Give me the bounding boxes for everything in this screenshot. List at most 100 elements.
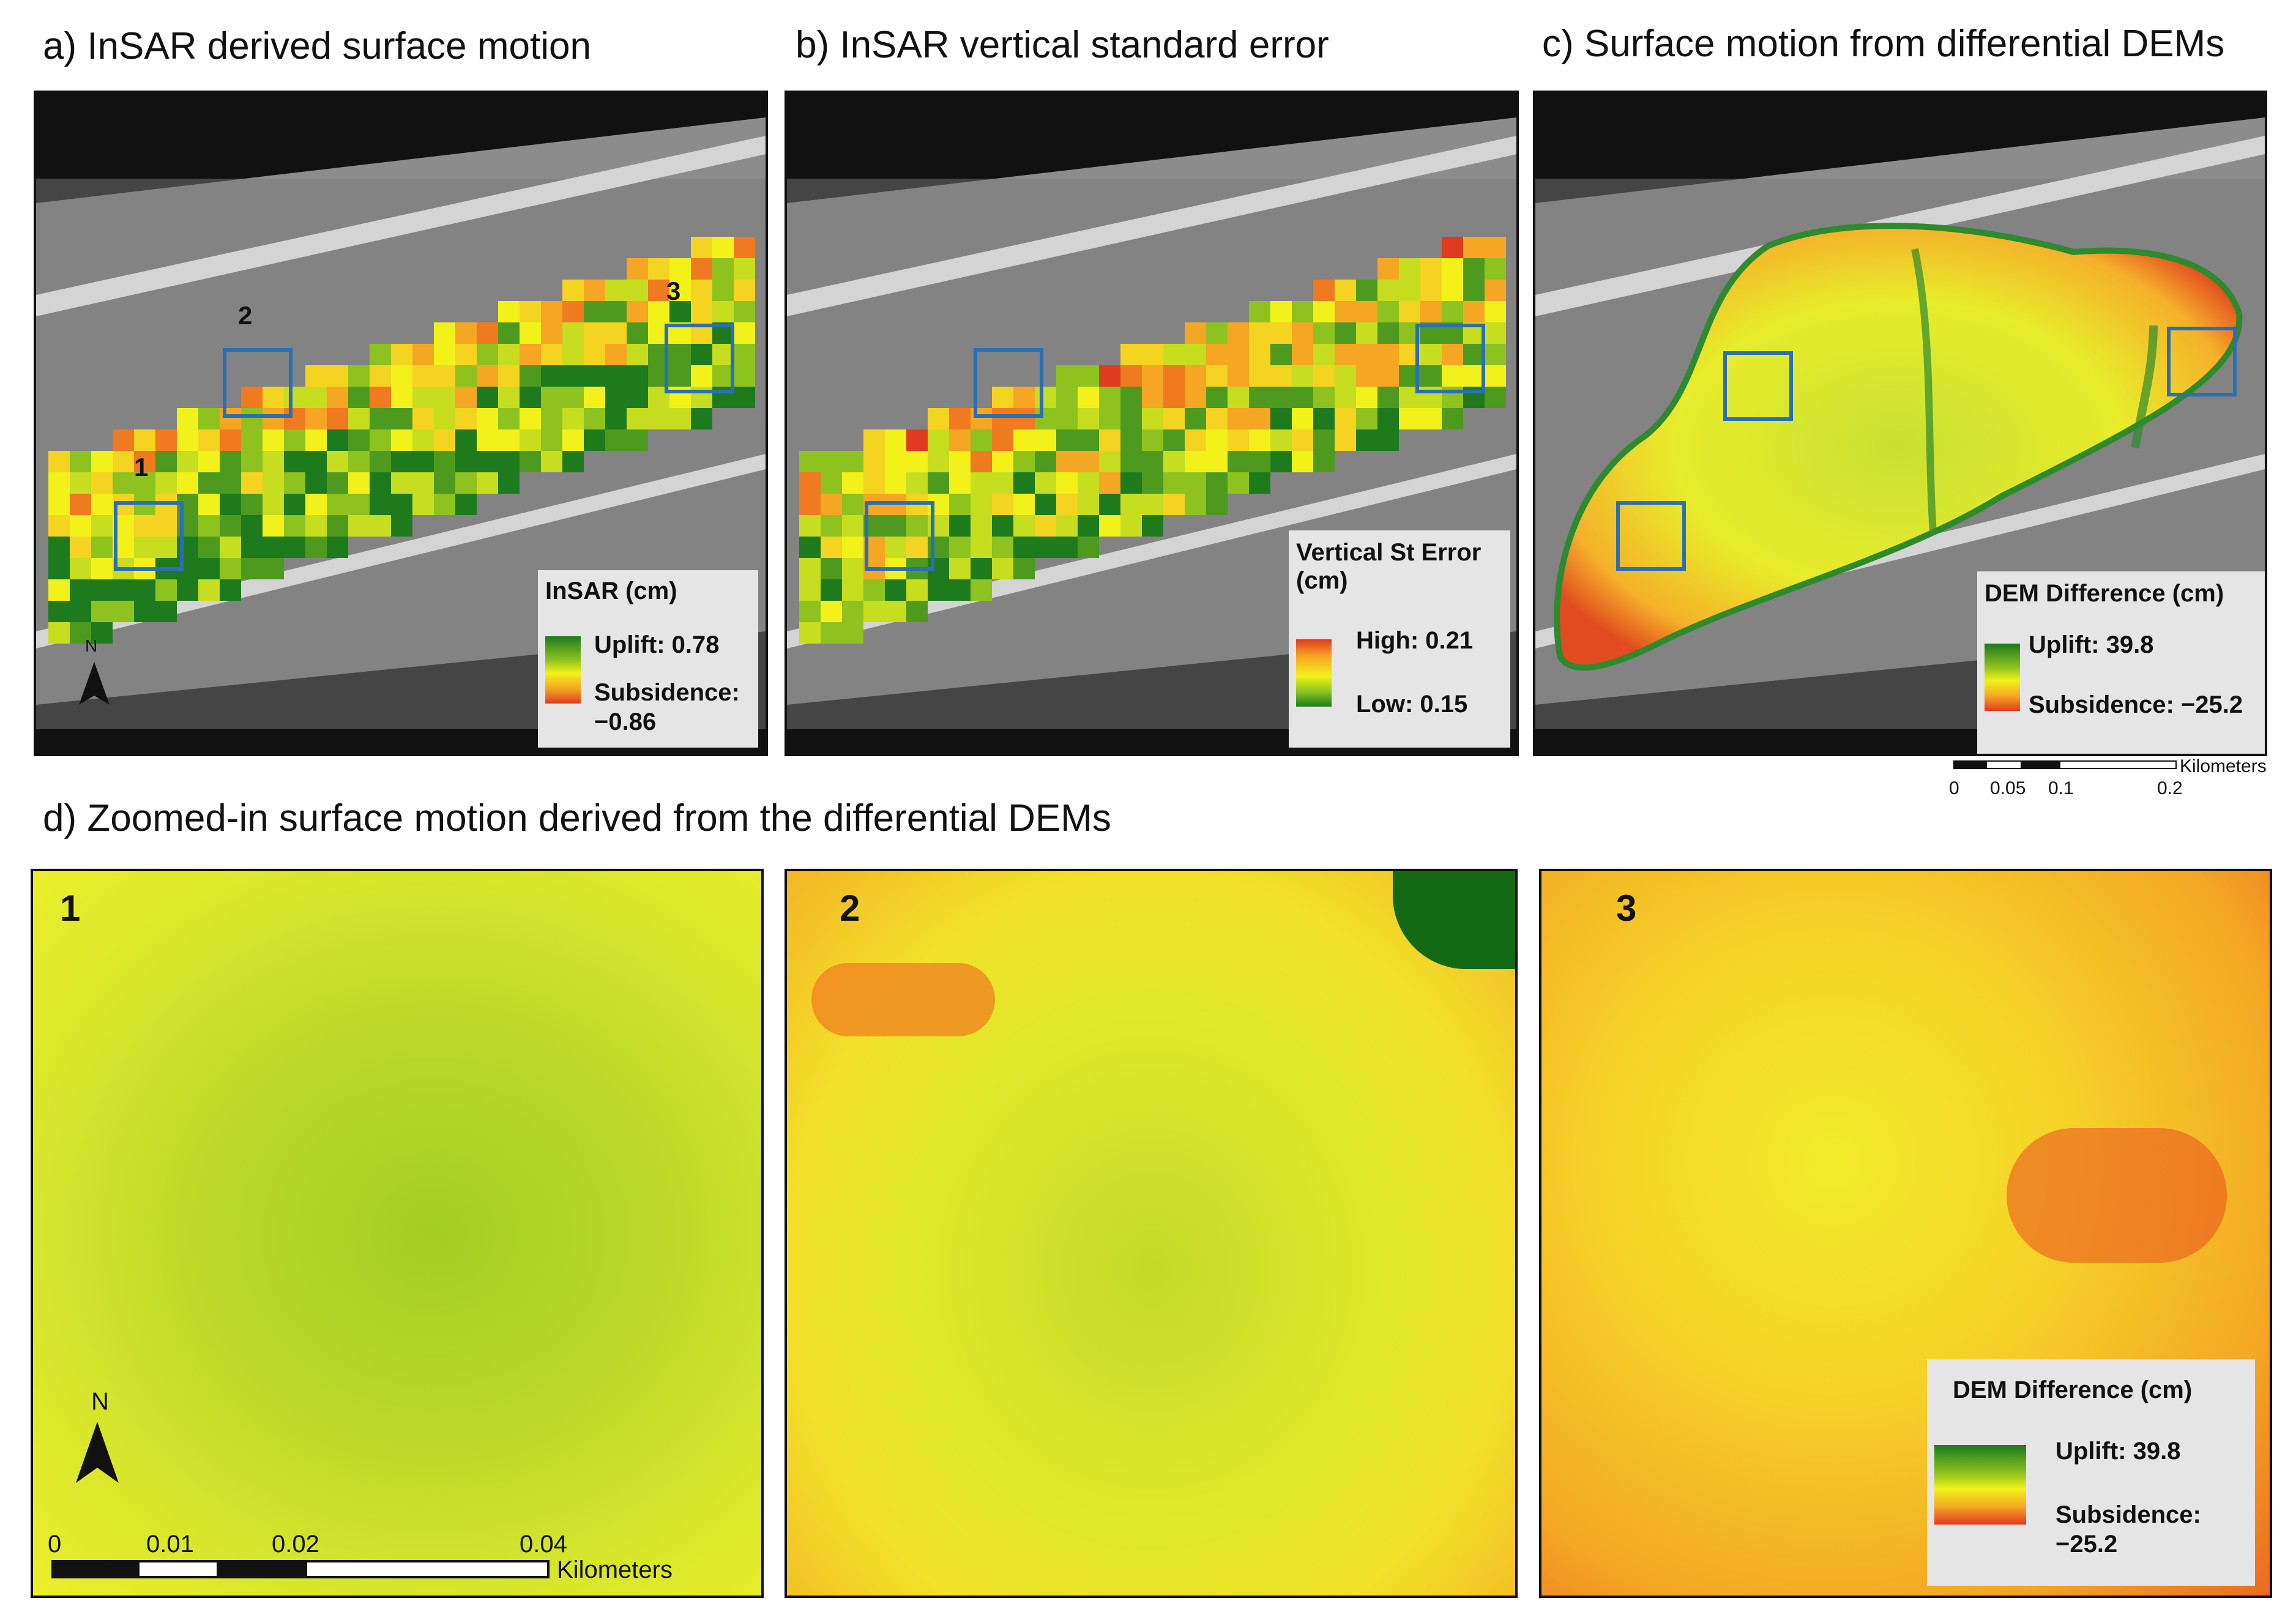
raster-cell bbox=[949, 537, 971, 558]
raster-cell bbox=[799, 494, 821, 515]
raster-cell bbox=[562, 322, 584, 344]
raster-cell bbox=[48, 515, 70, 537]
raster-cell bbox=[1056, 537, 1078, 558]
raster-cell bbox=[348, 472, 370, 494]
raster-cell bbox=[691, 301, 712, 322]
panel-a-map: 2 3 1 N InSAR (cm) Uplift: 0.78 Subsiden… bbox=[34, 91, 768, 756]
raster-cell bbox=[70, 515, 91, 537]
legend-color-ramp bbox=[1985, 644, 2020, 711]
raster-cell bbox=[220, 472, 241, 494]
raster-cell bbox=[1442, 280, 1463, 301]
raster-cell bbox=[541, 451, 562, 472]
raster-cell bbox=[584, 280, 605, 301]
raster-cell bbox=[91, 579, 113, 601]
raster-cell bbox=[842, 537, 863, 558]
raster-cell bbox=[605, 322, 627, 344]
raster-cell bbox=[520, 322, 541, 344]
raster-cell bbox=[412, 472, 434, 494]
raster-cell bbox=[241, 429, 263, 451]
raster-cell bbox=[949, 472, 971, 494]
raster-cell bbox=[498, 451, 520, 472]
raster-cell bbox=[70, 579, 91, 601]
raster-cell bbox=[799, 601, 821, 622]
raster-cell bbox=[992, 408, 1013, 429]
raster-cell bbox=[1120, 429, 1142, 451]
raster-cell bbox=[541, 322, 562, 344]
raster-cell bbox=[605, 408, 627, 429]
raster-cell bbox=[263, 515, 284, 537]
raster-cell bbox=[520, 408, 541, 429]
raster-cell bbox=[455, 387, 477, 408]
panel-c-title: c) Surface motion from differential DEMs bbox=[1542, 23, 2225, 65]
raster-cell bbox=[284, 429, 305, 451]
raster-cell bbox=[1099, 408, 1120, 429]
north-label: N bbox=[91, 1388, 109, 1415]
raster-cell bbox=[1249, 429, 1270, 451]
raster-cell bbox=[305, 472, 327, 494]
raster-cell bbox=[477, 344, 498, 365]
raster-cell bbox=[799, 579, 821, 601]
legend-title: Vertical St Error bbox=[1296, 539, 1482, 566]
raster-cell bbox=[455, 322, 477, 344]
study-box-3 bbox=[2167, 327, 2237, 396]
raster-cell bbox=[70, 537, 91, 558]
raster-cell bbox=[1078, 429, 1099, 451]
raster-cell bbox=[949, 429, 971, 451]
raster-cell bbox=[477, 472, 498, 494]
raster-cell bbox=[1270, 451, 1292, 472]
raster-cell bbox=[1120, 344, 1142, 365]
raster-cell bbox=[1185, 365, 1206, 387]
raster-cell bbox=[1377, 387, 1399, 408]
raster-cell bbox=[1078, 472, 1099, 494]
raster-cell bbox=[1335, 408, 1356, 429]
raster-cell bbox=[1420, 258, 1442, 280]
raster-cell bbox=[1313, 322, 1335, 344]
raster-cell bbox=[1206, 408, 1228, 429]
raster-cell bbox=[284, 472, 305, 494]
scalebar-bottom-tick-0: 0 bbox=[48, 1531, 62, 1558]
raster-cell bbox=[1356, 429, 1377, 451]
raster-cell bbox=[605, 344, 627, 365]
raster-cell bbox=[906, 601, 928, 622]
raster-cell bbox=[971, 579, 992, 601]
raster-cell bbox=[434, 408, 455, 429]
raster-cell bbox=[1356, 322, 1377, 344]
raster-cell bbox=[284, 408, 305, 429]
raster-cell bbox=[1335, 387, 1356, 408]
raster-cell bbox=[370, 515, 391, 537]
raster-cell bbox=[477, 365, 498, 387]
raster-cell bbox=[1485, 301, 1506, 322]
raster-cell bbox=[1399, 408, 1420, 429]
raster-cell bbox=[605, 429, 627, 451]
raster-cell bbox=[1078, 387, 1099, 408]
raster-cell bbox=[391, 365, 412, 387]
raster-cell bbox=[1270, 344, 1292, 365]
raster-cell bbox=[1463, 344, 1485, 365]
raster-cell bbox=[1356, 387, 1377, 408]
legend-uplift: Uplift: 39.8 bbox=[2029, 631, 2154, 658]
raster-cell bbox=[584, 301, 605, 322]
raster-cell bbox=[863, 579, 885, 601]
raster-cell bbox=[305, 429, 327, 451]
raster-cell bbox=[712, 301, 734, 322]
raster-cell bbox=[348, 365, 370, 387]
raster-cell bbox=[434, 365, 455, 387]
raster-cell bbox=[391, 429, 412, 451]
raster-cell bbox=[498, 301, 520, 322]
raster-cell bbox=[584, 322, 605, 344]
raster-cell bbox=[520, 429, 541, 451]
raster-cell bbox=[1056, 408, 1078, 429]
raster-cell bbox=[412, 344, 434, 365]
raster-cell bbox=[821, 558, 842, 579]
raster-cell bbox=[91, 558, 113, 579]
raster-cell bbox=[327, 451, 348, 472]
raster-cell bbox=[1013, 537, 1035, 558]
panel-b-map: Vertical St Error (cm) High: 0.21 Low: 0… bbox=[785, 91, 1519, 756]
raster-cell bbox=[348, 387, 370, 408]
raster-cell bbox=[1485, 344, 1506, 365]
raster-cell bbox=[498, 322, 520, 344]
raster-cell bbox=[434, 322, 455, 344]
raster-cell bbox=[1120, 408, 1142, 429]
raster-cell bbox=[327, 408, 348, 429]
study-box-1 bbox=[114, 501, 184, 571]
